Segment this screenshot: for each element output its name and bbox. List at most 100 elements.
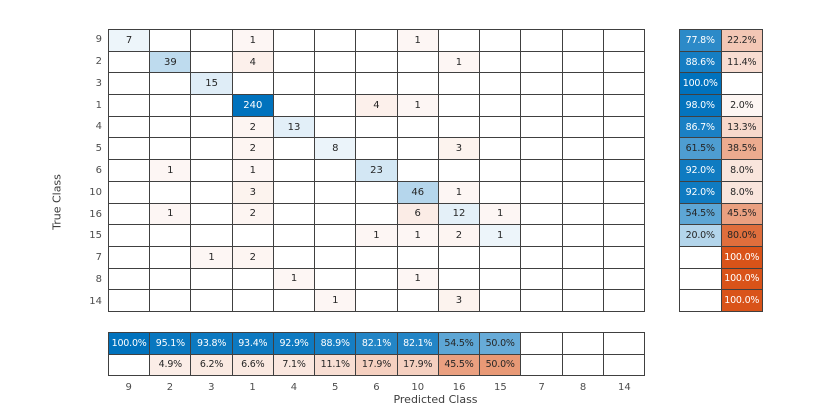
matrix-cell-14-9 xyxy=(109,290,150,311)
matrix-cell-7-7 xyxy=(521,246,562,268)
matrix-cell-4-4: 13 xyxy=(273,116,315,138)
matrix-cell-5-10 xyxy=(397,138,438,160)
matrix-cell-7-9 xyxy=(109,246,150,268)
row-summary-correct-4: 86.7% xyxy=(680,116,721,138)
y-tick-label: 16 xyxy=(89,208,102,220)
matrix-cell-9-15 xyxy=(480,30,521,51)
row-summary-correct-16: 54.5% xyxy=(680,203,721,225)
matrix-cell-5-3 xyxy=(191,138,232,160)
matrix-cell-7-10 xyxy=(397,246,438,268)
row-summary-incorrect-2: 11.4% xyxy=(721,51,762,73)
matrix-cell-15-4 xyxy=(273,225,315,246)
matrix-cell-7-6 xyxy=(356,246,397,268)
matrix-cell-8-7 xyxy=(521,268,562,290)
row-summary-incorrect-10: 8.0% xyxy=(721,181,762,203)
matrix-cell-14-7 xyxy=(521,290,562,311)
matrix-cell-15-9 xyxy=(109,225,150,246)
matrix-cell-10-4 xyxy=(273,181,315,203)
matrix-cell-7-8 xyxy=(562,246,603,268)
matrix-cell-2-5 xyxy=(315,51,356,73)
x-tick-label: 1 xyxy=(249,382,256,393)
col-summary-correct-1: 93.4% xyxy=(232,333,273,354)
matrix-cell-5-2 xyxy=(150,138,191,160)
matrix-cell-16-16: 12 xyxy=(438,203,480,225)
matrix-cell-2-4 xyxy=(273,51,315,73)
x-tick-label: 15 xyxy=(494,382,507,393)
y-tick-label: 9 xyxy=(95,34,102,46)
matrix-cell-14-16: 3 xyxy=(438,290,480,311)
row-summary-correct-14 xyxy=(680,290,721,311)
matrix-cell-14-14 xyxy=(603,290,644,311)
col-summary-incorrect-7 xyxy=(521,354,562,375)
matrix-cell-2-14 xyxy=(603,51,644,73)
matrix-cell-2-3 xyxy=(191,51,232,73)
col-summary-correct-6: 82.1% xyxy=(356,333,397,354)
matrix-cell-6-2: 1 xyxy=(150,160,191,181)
y-tick-label: 1 xyxy=(95,99,102,111)
matrix-cell-16-1: 2 xyxy=(232,203,273,225)
matrix-cell-3-2 xyxy=(150,73,191,95)
row-summary-correct-3: 100.0% xyxy=(680,73,721,95)
matrix-cell-3-9 xyxy=(109,73,150,95)
x-tick-label: 3 xyxy=(208,382,215,393)
col-summary-correct-8 xyxy=(562,333,603,354)
col-summary-incorrect-3: 6.2% xyxy=(191,354,232,375)
col-summary-correct-7 xyxy=(521,333,562,354)
matrix-cell-10-5 xyxy=(315,181,356,203)
y-tick-label: 5 xyxy=(95,143,102,155)
matrix-cell-1-9 xyxy=(109,95,150,116)
matrix-cell-3-5 xyxy=(315,73,356,95)
matrix-cell-7-2 xyxy=(150,246,191,268)
matrix-cell-4-2 xyxy=(150,116,191,138)
matrix-cell-4-15 xyxy=(480,116,521,138)
matrix-cell-1-2 xyxy=(150,95,191,116)
matrix-cell-5-9 xyxy=(109,138,150,160)
matrix-cell-16-9 xyxy=(109,203,150,225)
matrix-cell-1-10: 1 xyxy=(397,95,438,116)
col-summary-incorrect-16: 45.5% xyxy=(438,354,480,375)
matrix-cell-2-1: 4 xyxy=(232,51,273,73)
y-tick-label: 15 xyxy=(89,230,102,242)
matrix-cell-1-6: 4 xyxy=(356,95,397,116)
matrix-cell-4-8 xyxy=(562,116,603,138)
col-summary-correct-3: 93.8% xyxy=(191,333,232,354)
col-summary-incorrect-9 xyxy=(109,354,150,375)
matrix-cell-1-5 xyxy=(315,95,356,116)
matrix-cell-14-3 xyxy=(191,290,232,311)
matrix-cell-2-10 xyxy=(397,51,438,73)
matrix-cell-16-15: 1 xyxy=(480,203,521,225)
matrix-cell-15-8 xyxy=(562,225,603,246)
matrix-cell-16-4 xyxy=(273,203,315,225)
matrix-cell-5-1: 2 xyxy=(232,138,273,160)
matrix-cell-1-4 xyxy=(273,95,315,116)
matrix-cell-8-1 xyxy=(232,268,273,290)
col-summary-incorrect-6: 17.9% xyxy=(356,354,397,375)
matrix-cell-7-3: 1 xyxy=(191,246,232,268)
col-summary-correct-16: 54.5% xyxy=(438,333,480,354)
matrix-cell-1-8 xyxy=(562,95,603,116)
matrix-cell-10-10: 46 xyxy=(397,181,438,203)
col-summary-correct-14 xyxy=(603,333,644,354)
matrix-cell-15-3 xyxy=(191,225,232,246)
matrix-cell-15-7 xyxy=(521,225,562,246)
matrix-cell-9-1: 1 xyxy=(232,30,273,51)
row-summary-correct-10: 92.0% xyxy=(680,181,721,203)
matrix-cell-2-16: 1 xyxy=(438,51,480,73)
matrix-cell-16-10: 6 xyxy=(397,203,438,225)
col-summary-incorrect-14 xyxy=(603,354,644,375)
matrix-cell-2-6 xyxy=(356,51,397,73)
matrix-cell-15-2 xyxy=(150,225,191,246)
matrix-cell-3-10 xyxy=(397,73,438,95)
row-summary-incorrect-9: 22.2% xyxy=(721,30,762,51)
y-tick-label: 8 xyxy=(95,273,102,285)
matrix-cell-3-15 xyxy=(480,73,521,95)
row-summary-incorrect-6: 8.0% xyxy=(721,160,762,181)
matrix-cell-9-16 xyxy=(438,30,480,51)
row-summary-correct-8 xyxy=(680,268,721,290)
matrix-cell-9-2 xyxy=(150,30,191,51)
matrix-cell-15-1 xyxy=(232,225,273,246)
col-summary-correct-4: 92.9% xyxy=(273,333,315,354)
x-tick-label: 16 xyxy=(452,382,466,393)
matrix-cell-16-7 xyxy=(521,203,562,225)
matrix-cell-16-14 xyxy=(603,203,644,225)
